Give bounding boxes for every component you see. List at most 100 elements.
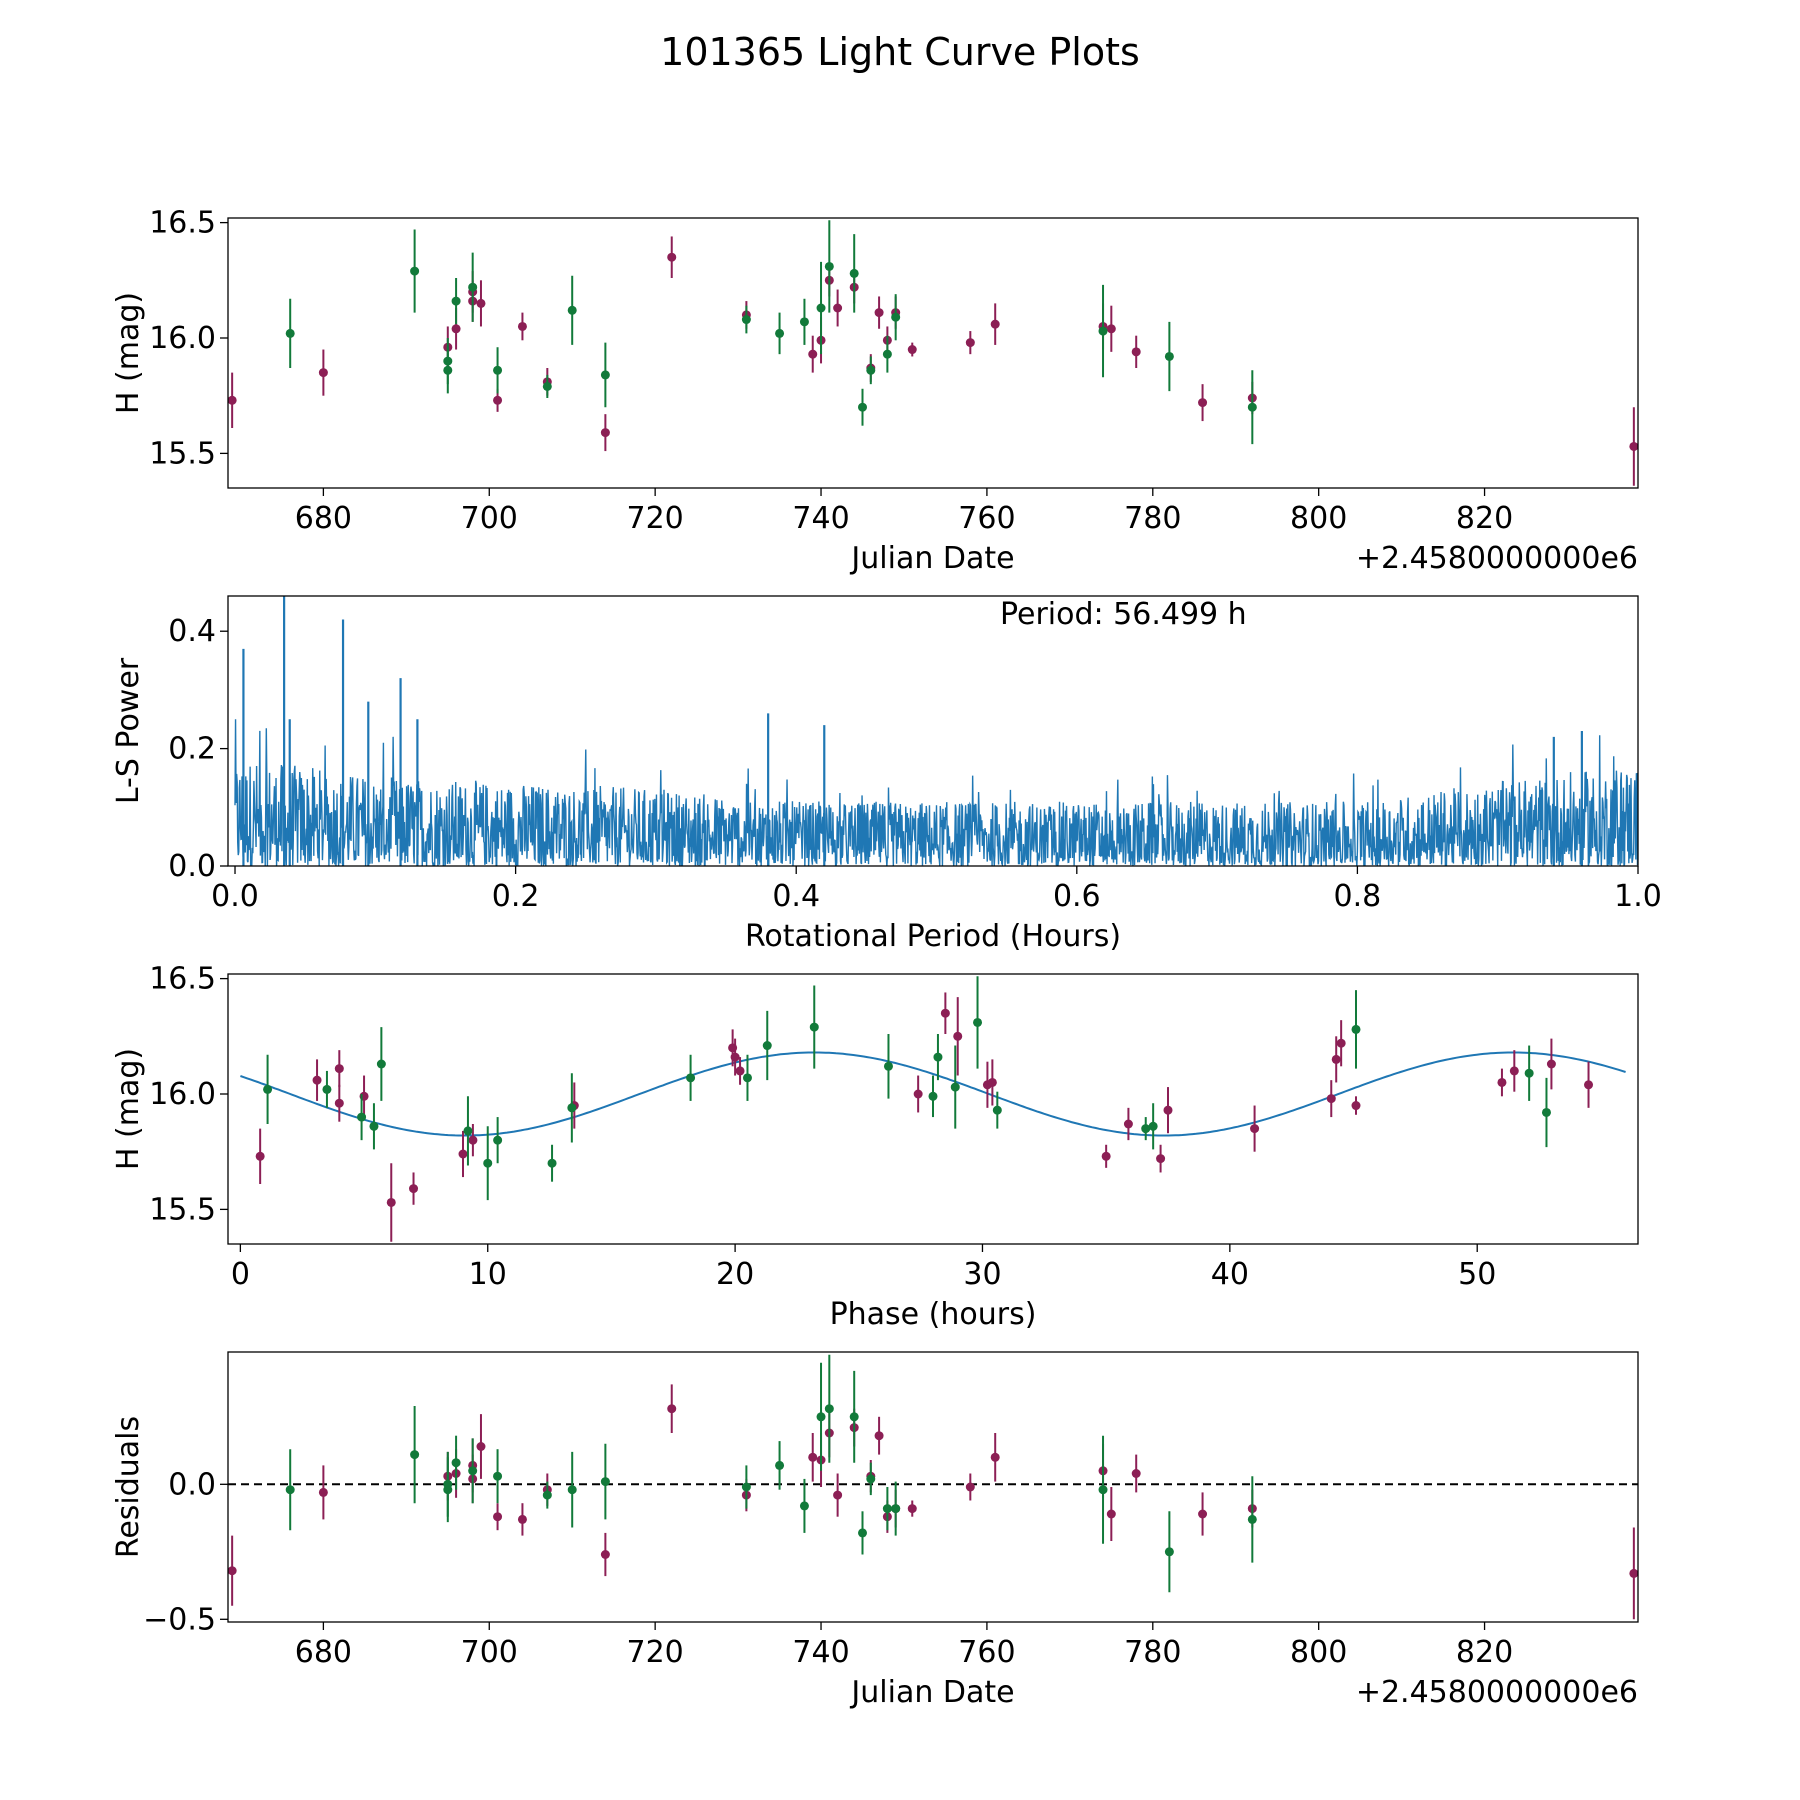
data-point xyxy=(451,296,461,306)
data-point xyxy=(1101,1151,1111,1161)
data-point xyxy=(990,1452,1000,1462)
data-point xyxy=(816,303,826,313)
x-tick-label: 50 xyxy=(1458,1257,1496,1292)
data-point xyxy=(493,395,503,405)
data-point xyxy=(410,266,420,276)
data-point xyxy=(741,315,751,325)
x-tick-label: 0.2 xyxy=(492,879,540,914)
y-axis-label: H (mag) xyxy=(111,292,146,414)
x-tick-label: 800 xyxy=(1290,1635,1347,1670)
data-point xyxy=(735,1066,745,1076)
data-point xyxy=(928,1091,938,1101)
data-point xyxy=(1546,1059,1556,1069)
y-tick-label: 16.5 xyxy=(149,962,216,997)
x-offset-label: +2.4580000000e6 xyxy=(1356,1675,1638,1710)
data-point xyxy=(866,1474,876,1484)
data-point xyxy=(1164,1547,1174,1557)
x-tick-label: 720 xyxy=(627,1635,684,1670)
data-point xyxy=(849,268,859,278)
x-axis-label: Phase (hours) xyxy=(830,1297,1037,1332)
residuals-panel: 680 700 720 740 760 780 800 820 −0.5 0.0 Julian Da… xyxy=(111,1351,1639,1710)
data-point xyxy=(833,1490,843,1500)
data-point xyxy=(468,282,478,292)
data-point xyxy=(322,1084,332,1094)
data-point xyxy=(808,1452,818,1462)
data-point xyxy=(1123,1119,1133,1129)
data-point xyxy=(849,1412,859,1422)
x-axis-label: Rotational Period (Hours) xyxy=(745,919,1121,954)
data-point xyxy=(933,1052,943,1062)
x-axis-label: Julian Date xyxy=(849,541,1014,576)
x-tick-label: 680 xyxy=(295,501,352,536)
x-tick-label: 20 xyxy=(716,1257,754,1292)
x-tick-label: 820 xyxy=(1456,1635,1513,1670)
data-point xyxy=(228,395,237,405)
data-point xyxy=(1351,1024,1361,1034)
x-tick-label: 700 xyxy=(461,1635,518,1670)
data-point xyxy=(1131,1469,1141,1478)
data-point xyxy=(493,1512,503,1522)
data-point xyxy=(913,1089,923,1099)
data-point xyxy=(318,1487,328,1497)
period-annotation: Period: 56.499 h xyxy=(1000,597,1247,632)
data-point xyxy=(542,1490,552,1500)
data-point xyxy=(824,261,834,271)
data-point xyxy=(816,1412,826,1422)
y-axis-label: H (mag) xyxy=(111,1048,146,1170)
axes-frame xyxy=(227,217,1639,489)
data-point xyxy=(410,1450,420,1460)
x-tick-label: 700 xyxy=(461,501,518,536)
data-point xyxy=(965,338,975,348)
data-point xyxy=(686,1073,696,1083)
data-point xyxy=(263,1084,273,1094)
data-point xyxy=(1131,347,1141,357)
data-point xyxy=(866,365,876,375)
data-point xyxy=(1163,1105,1173,1115)
data-point xyxy=(1509,1066,1519,1076)
data-point xyxy=(493,1471,503,1481)
data-point xyxy=(1164,351,1174,361)
x-tick-label: 0.6 xyxy=(1053,879,1101,914)
axes-frame xyxy=(227,595,1639,867)
data-point xyxy=(1098,1485,1108,1495)
x-tick-label: 0.8 xyxy=(1334,879,1382,914)
periodogram-line xyxy=(234,719,1638,866)
y-tick-label: 0.0 xyxy=(168,1467,216,1502)
y-tick-label: −0.5 xyxy=(143,1602,216,1637)
data-point xyxy=(318,368,328,378)
data-point xyxy=(386,1197,396,1207)
x-offset-label: +2.4580000000e6 xyxy=(1356,541,1638,576)
data-point xyxy=(228,1566,237,1576)
data-point xyxy=(451,1458,461,1468)
y-tick-label: 0.0 xyxy=(168,849,216,884)
periodogram-panel: Period: 56.499 h 0.0 0.2 0.4 0.6 0.8 1.0 0.0 0.2… xyxy=(111,595,1662,954)
data-point xyxy=(1198,398,1208,408)
y-axis-label: L-S Power xyxy=(111,657,146,804)
data-point xyxy=(443,1479,453,1489)
x-tick-label: 0.0 xyxy=(211,879,259,914)
data-point xyxy=(883,1061,893,1071)
y-tick-label: 15.5 xyxy=(149,1192,216,1227)
data-point xyxy=(255,1151,265,1161)
data-point xyxy=(730,1052,740,1062)
data-point xyxy=(874,308,884,318)
data-point xyxy=(334,1098,344,1108)
data-point xyxy=(476,298,486,308)
y-tick-label: 0.2 xyxy=(168,732,216,767)
data-point xyxy=(409,1184,419,1194)
data-point xyxy=(742,1073,752,1083)
data-point xyxy=(476,1442,486,1451)
y-axis-label: Residuals xyxy=(111,1416,146,1558)
data-point xyxy=(334,1064,344,1074)
x-tick-label: 760 xyxy=(958,1635,1015,1670)
data-point xyxy=(1198,1509,1208,1519)
data-point xyxy=(542,381,552,391)
data-point xyxy=(357,1112,367,1122)
data-point xyxy=(874,1431,884,1441)
data-point xyxy=(567,1485,577,1495)
data-point xyxy=(1524,1068,1534,1078)
data-point xyxy=(1156,1154,1166,1164)
data-point xyxy=(468,1466,478,1476)
data-point xyxy=(493,365,503,375)
data-point xyxy=(858,402,867,412)
